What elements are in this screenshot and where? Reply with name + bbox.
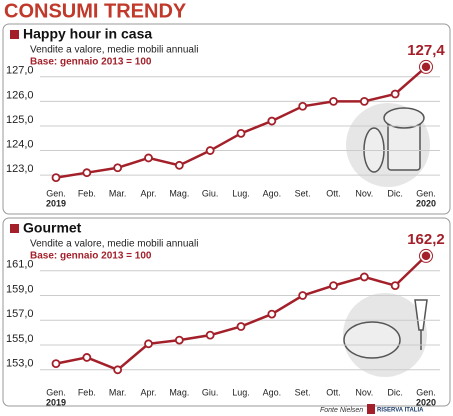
y-tick-label: 126,0 — [6, 89, 34, 101]
chart-subtitle: Vendite a valore, medie mobili annuali — [30, 239, 198, 250]
title-bullet — [10, 224, 19, 233]
marker — [205, 146, 215, 155]
x-tick-label: Giu. — [202, 188, 219, 198]
x-tick-label: Gen. — [416, 387, 436, 397]
marker — [298, 291, 308, 300]
y-tick-label: 153,0 — [6, 358, 34, 370]
source: Fonte Nielsen — [320, 407, 363, 414]
chart-note: Base: gennaio 2013 = 100 — [30, 57, 152, 68]
x-tick-label: Gen. — [416, 188, 436, 198]
x-tick-label: Gen. — [46, 387, 66, 397]
marker — [329, 281, 338, 291]
marker — [144, 153, 153, 163]
x-tick-label: Lug. — [232, 188, 250, 198]
value-label: 162,2 — [407, 231, 445, 248]
x-tick-label: Mar. — [109, 188, 127, 198]
y-tick-label: 125,0 — [6, 114, 34, 126]
x-tick-label: Ott. — [326, 188, 341, 198]
x-year-label: 2020 — [416, 397, 436, 407]
marker-ring — [419, 248, 433, 263]
x-tick-label: Mag. — [169, 188, 189, 198]
x-tick-label: Giu. — [202, 387, 219, 397]
y-tick-label: 127,0 — [6, 65, 34, 77]
marker — [390, 281, 400, 291]
x-tick-label: Ott. — [326, 387, 341, 397]
x-year-label: 2019 — [46, 198, 66, 208]
logo: RISERVA ITALIA — [377, 408, 424, 414]
x-tick-label: Apr. — [140, 387, 156, 397]
marker — [298, 101, 308, 111]
marker — [359, 272, 369, 282]
panel — [2, 217, 451, 407]
marker — [144, 339, 153, 349]
page-title: CONSUMI TRENDY — [4, 0, 187, 22]
x-tick-label: Dic. — [387, 387, 403, 397]
x-tick-label: Feb. — [78, 188, 96, 198]
marker — [390, 89, 400, 99]
chart-subtitle: Vendite a valore, medie mobili annuali — [30, 45, 198, 56]
beer-icon — [346, 103, 430, 187]
x-year-label: 2020 — [416, 198, 436, 208]
x-tick-label: Feb. — [78, 387, 96, 397]
marker — [82, 353, 92, 362]
y-tick-label: 123,0 — [6, 163, 34, 175]
x-tick-label: Gen. — [46, 188, 66, 198]
x-tick-label: Ago. — [263, 188, 282, 198]
marker — [329, 96, 338, 106]
x-year-label: 2019 — [46, 397, 66, 407]
marker — [205, 330, 215, 340]
marker — [359, 96, 369, 106]
x-tick-label: Lug. — [232, 387, 250, 397]
x-tick-label: Ago. — [263, 387, 282, 397]
chart-title: Gourmet — [23, 220, 82, 236]
chart-title: Happy hour in casa — [23, 26, 152, 42]
marker-ring — [419, 59, 433, 74]
marker — [420, 250, 432, 262]
marker — [51, 173, 61, 183]
x-tick-label: Nov. — [355, 387, 373, 397]
marker — [236, 128, 246, 138]
y-tick-label: 161,0 — [6, 259, 34, 271]
logo-mark — [367, 404, 375, 414]
y-tick-label: 124,0 — [6, 138, 34, 150]
chart-note: Base: gennaio 2013 = 100 — [30, 251, 152, 262]
x-tick-label: Set. — [295, 387, 311, 397]
title-bullet — [10, 30, 19, 39]
x-tick-label: Mag. — [169, 387, 189, 397]
fish-icon — [343, 293, 428, 377]
marker — [267, 116, 277, 126]
x-tick-label: Mar. — [109, 387, 127, 397]
marker — [174, 160, 184, 170]
x-tick-label: Set. — [295, 188, 311, 198]
marker — [82, 168, 92, 178]
marker — [174, 335, 184, 345]
marker — [420, 61, 432, 73]
y-tick-label: 157,0 — [6, 308, 34, 320]
marker — [113, 365, 123, 375]
y-tick-label: 159,0 — [6, 283, 34, 295]
x-tick-label: Apr. — [140, 188, 156, 198]
y-tick-label: 155,0 — [6, 333, 34, 345]
marker — [51, 359, 61, 369]
marker — [236, 322, 246, 331]
x-tick-label: Nov. — [355, 188, 373, 198]
marker — [113, 163, 123, 173]
x-tick-label: Dic. — [387, 188, 403, 198]
value-label: 127,4 — [407, 42, 445, 59]
marker — [267, 309, 277, 319]
